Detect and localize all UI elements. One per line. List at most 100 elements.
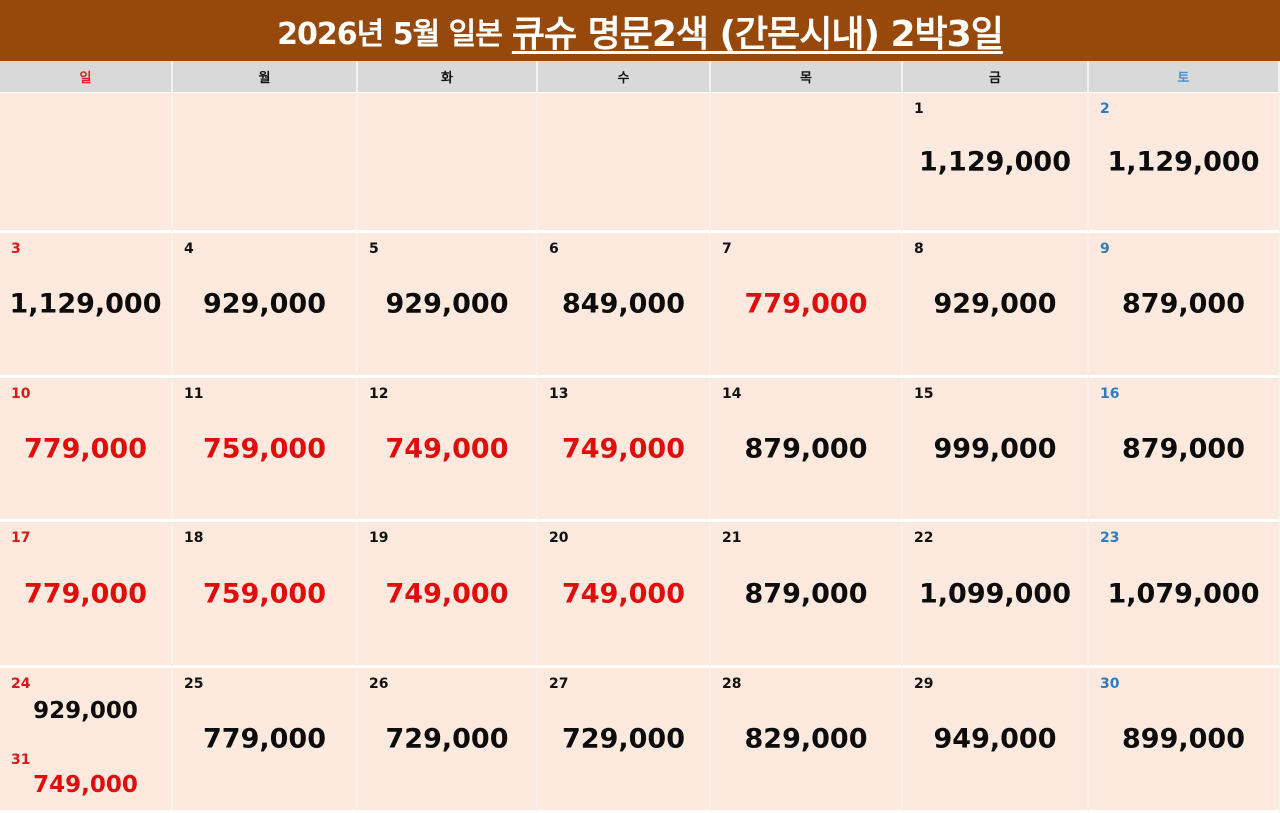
day-number: 28 (722, 676, 742, 692)
day-number: 22 (914, 530, 934, 546)
price: 729,000 (385, 723, 509, 755)
price: 929,000 (385, 288, 509, 320)
week-row: 10 779,000 11 759,000 12 749,000 13 749,000 14 87… (0, 378, 1280, 522)
day-cell[interactable]: 14 879,000 (711, 378, 903, 522)
day-number: 12 (369, 386, 389, 402)
day-cell[interactable]: 13 749,000 (538, 378, 711, 522)
title-bar: 2026년 5월 일본 큐슈 명문2색 (간몬시내) 2박3일 (0, 0, 1280, 61)
price: 1,129,000 (918, 146, 1072, 177)
day-cell[interactable]: 9 879,000 (1089, 233, 1280, 378)
weekday-header-4: 목 (711, 61, 903, 92)
day-cell[interactable]: 19 749,000 (358, 522, 538, 668)
price: 929,000 (33, 698, 138, 724)
day-number: 21 (722, 530, 742, 546)
day-number: 27 (549, 676, 569, 692)
day-cell[interactable]: 17 779,000 (0, 522, 173, 668)
day-number: 3 (11, 241, 21, 257)
price: 759,000 (203, 578, 326, 609)
day-number: 30 (1100, 676, 1120, 692)
price: 779,000 (24, 433, 147, 464)
day-number: 11 (184, 386, 204, 402)
day-number: 4 (184, 241, 194, 257)
day-cell[interactable]: 1 1,129,000 (903, 93, 1089, 233)
week-row: 17 779,000 18 759,000 19 749,000 20 749,000 21 87… (0, 522, 1280, 668)
price: 1,079,000 (1107, 578, 1260, 609)
price: 879,000 (1122, 288, 1245, 320)
day-cell[interactable]: 4 929,000 (173, 233, 358, 378)
day-number: 5 (369, 241, 379, 257)
day-number: 23 (1100, 530, 1120, 546)
weekday-header-0: 일 (0, 61, 173, 92)
price: 929,000 (933, 288, 1057, 320)
day-cell[interactable]: 25 779,000 (173, 668, 358, 813)
empty-cell (358, 93, 538, 233)
price: 829,000 (744, 723, 868, 755)
day-cell[interactable]: 8 929,000 (903, 233, 1089, 378)
day-number: 8 (914, 241, 924, 257)
price: 759,000 (203, 433, 326, 464)
weekday-header-5: 금 (903, 61, 1089, 92)
empty-cell (0, 93, 173, 233)
day-cell[interactable]: 2 1,129,000 (1089, 93, 1280, 233)
day-number: 6 (549, 241, 559, 257)
day-cell[interactable]: 23 1,079,000 (1089, 522, 1280, 668)
day-number: 18 (184, 530, 204, 546)
day-cell[interactable]: 16 879,000 (1089, 378, 1280, 522)
price: 1,099,000 (918, 578, 1072, 609)
day-cell[interactable]: 27 729,000 (538, 668, 711, 813)
day-cell[interactable]: 12 749,000 (358, 378, 538, 522)
day-cell[interactable]: 3 1,129,000 (0, 233, 173, 378)
day-number: 25 (184, 676, 204, 692)
day-cell[interactable]: 10 779,000 (0, 378, 173, 522)
day-cell[interactable]: 5 929,000 (358, 233, 538, 378)
price: 729,000 (562, 723, 685, 755)
empty-cell (173, 93, 358, 233)
price: 879,000 (744, 433, 868, 464)
price-extra: 749,000 (33, 772, 138, 798)
day-number: 2 (1100, 101, 1110, 117)
day-cell[interactable]: 18 759,000 (173, 522, 358, 668)
day-number: 26 (369, 676, 389, 692)
price: 929,000 (203, 288, 326, 320)
empty-cell (538, 93, 711, 233)
day-number: 14 (722, 386, 742, 402)
day-number: 13 (549, 386, 569, 402)
day-cell[interactable]: 29 949,000 (903, 668, 1089, 813)
day-number: 29 (914, 676, 934, 692)
price: 949,000 (933, 723, 1057, 755)
week-row: 3 1,129,000 4 929,000 5 929,000 6 849,000 7 779,0… (0, 233, 1280, 378)
day-number: 1 (914, 101, 924, 117)
day-number: 16 (1100, 386, 1120, 402)
day-number: 17 (11, 530, 31, 546)
price: 779,000 (24, 578, 147, 609)
price: 749,000 (562, 578, 685, 609)
day-cell[interactable]: 20 749,000 (538, 522, 711, 668)
day-cell[interactable]: 11 759,000 (173, 378, 358, 522)
day-number: 7 (722, 241, 732, 257)
price: 879,000 (1122, 433, 1245, 464)
day-cell[interactable]: 15 999,000 (903, 378, 1089, 522)
week-row: 1 1,129,000 2 1,129,000 (0, 93, 1280, 233)
week-row: 24 929,000 31 749,000 25 779,000 26 729,000 27 72… (0, 668, 1280, 813)
price: 1,129,000 (1107, 146, 1260, 177)
day-number: 15 (914, 386, 934, 402)
day-number: 10 (11, 386, 31, 402)
day-cell[interactable]: 22 1,099,000 (903, 522, 1089, 668)
title-prefix: 2026년 5월 일본 (277, 16, 503, 52)
day-cell[interactable]: 24 929,000 31 749,000 (0, 668, 173, 813)
day-cell[interactable]: 28 829,000 (711, 668, 903, 813)
price: 779,000 (203, 723, 326, 755)
day-number: 20 (549, 530, 569, 546)
price: 999,000 (933, 433, 1057, 464)
day-cell[interactable]: 21 879,000 (711, 522, 903, 668)
day-cell[interactable]: 26 729,000 (358, 668, 538, 813)
weekday-header-2: 화 (358, 61, 538, 92)
day-cell[interactable]: 6 849,000 (538, 233, 711, 378)
price: 749,000 (385, 578, 509, 609)
day-cell[interactable]: 30 899,000 (1089, 668, 1280, 813)
weekday-header-6: 토 (1089, 61, 1280, 92)
day-cell[interactable]: 7 779,000 (711, 233, 903, 378)
title-main: 큐슈 명문2색 (간몬시내) 2박3일 (511, 13, 1004, 55)
